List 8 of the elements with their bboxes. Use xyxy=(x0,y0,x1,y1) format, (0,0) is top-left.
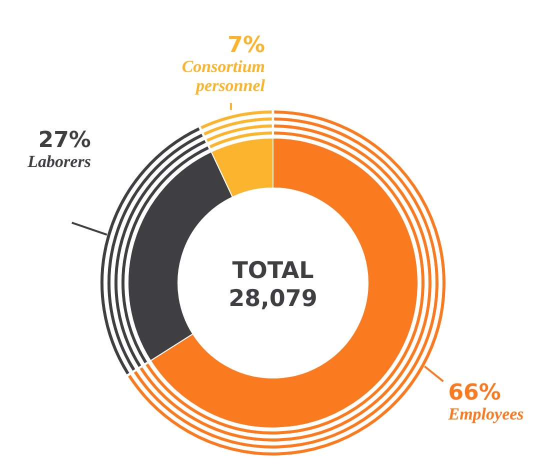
text: 28,079 xyxy=(228,286,318,312)
text: TOTAL xyxy=(232,258,314,284)
data-label: 7% xyxy=(228,33,265,58)
slice-label: Employees xyxy=(447,404,524,424)
slice-label: Consortium personnel xyxy=(182,57,266,95)
data-label: 27% xyxy=(38,128,91,154)
slice-label: Laborers xyxy=(26,152,92,172)
data-label: 66% xyxy=(448,380,501,406)
